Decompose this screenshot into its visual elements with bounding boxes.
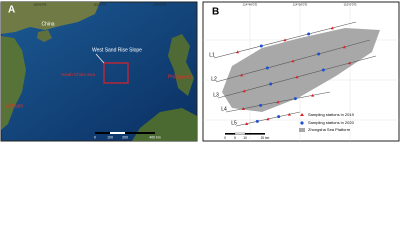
scale-label: 100 xyxy=(107,135,113,139)
place-label: Vietnam xyxy=(5,103,23,109)
transect-label: L3 xyxy=(213,92,219,98)
lon-tick-label: 120°0'0"E xyxy=(153,2,166,6)
legend-symbol xyxy=(300,113,304,116)
station-2020 xyxy=(293,97,297,101)
place-label: West Sand Rise Slope xyxy=(92,47,142,53)
legend-label: Sampling stations in 2020 xyxy=(308,120,355,125)
station-2020 xyxy=(317,52,321,56)
station-2019 xyxy=(240,73,244,77)
land-vietnam xyxy=(1,36,26,130)
scale-label: 200 xyxy=(122,135,128,139)
station-2019 xyxy=(348,61,352,65)
station-2020 xyxy=(255,119,259,123)
land-china xyxy=(1,2,100,34)
scale-label: 5 xyxy=(234,136,236,140)
panel-label: A xyxy=(8,5,15,16)
figure: A 110°0'0"E 115°0'0"E 120°0'0"E China We… xyxy=(0,1,400,142)
lon-tick-label: 115°0'0"E xyxy=(94,2,107,6)
station-2019 xyxy=(291,59,295,63)
scale-segment xyxy=(110,132,125,134)
place-label: Philippines xyxy=(168,74,193,80)
legend: Sampling stations in 2019 Sampling stati… xyxy=(299,112,355,132)
platform-area xyxy=(222,28,380,112)
station-2020 xyxy=(277,115,281,119)
place-label: China xyxy=(41,21,54,27)
station-2019 xyxy=(342,45,346,49)
legend-label: Zhongsha Sea Platform xyxy=(308,127,351,132)
station-2019 xyxy=(245,122,249,125)
scale-label: 400 km xyxy=(149,135,161,139)
transect-label: L5 xyxy=(231,120,237,126)
station-2019 xyxy=(311,93,315,97)
station-2020 xyxy=(269,82,273,86)
scale-bar: 0 100 200 400 km xyxy=(94,132,161,139)
scale-segment xyxy=(245,133,265,135)
legend-symbol xyxy=(300,121,304,125)
station-2019 xyxy=(283,38,287,42)
scale-segment xyxy=(225,133,235,135)
lon-tick-label: 114°40'0"E xyxy=(243,2,258,6)
legend-label: Sampling stations in 2019 xyxy=(308,112,355,117)
scale-segment xyxy=(95,132,110,134)
transect-label: L4 xyxy=(221,106,227,112)
station-2019 xyxy=(276,100,280,104)
station-2020 xyxy=(307,32,311,36)
scale-segment xyxy=(234,132,246,135)
station-2019 xyxy=(287,112,291,116)
scale-bar: 0 5 10 20 km xyxy=(224,132,270,140)
lon-tick-label: 115°0'0"E xyxy=(344,2,357,6)
station-2019 xyxy=(330,26,334,30)
panel-label: B xyxy=(212,7,219,18)
scale-label: 20 km xyxy=(261,136,270,140)
scale-label: 0 xyxy=(94,135,96,139)
study-area-box xyxy=(103,62,129,84)
scale-segment xyxy=(125,132,155,134)
slope-arrow xyxy=(95,53,105,64)
station-2020 xyxy=(265,66,269,70)
station-2020 xyxy=(259,44,263,48)
panel-b: B 114°40'0"E 114°50'0"E 115°0'0"E L1 L2 L3… xyxy=(202,1,400,142)
transect-label: L2 xyxy=(211,76,217,82)
station-2020 xyxy=(259,103,263,107)
scale-label: 0 xyxy=(224,136,226,140)
station-2019 xyxy=(266,117,270,121)
land-hainan xyxy=(37,30,52,42)
station-2019 xyxy=(241,107,245,110)
place-label: South China Sea xyxy=(61,72,96,77)
lon-tick-label: 114°50'0"E xyxy=(293,2,308,6)
station-2019 xyxy=(295,75,299,79)
station-2020 xyxy=(321,68,325,72)
panel-a: A 110°0'0"E 115°0'0"E 120°0'0"E China We… xyxy=(0,1,198,142)
station-2019 xyxy=(236,50,240,54)
page: A 110°0'0"E 115°0'0"E 120°0'0"E China We… xyxy=(0,1,400,142)
station-2019 xyxy=(242,89,246,93)
transect-label: L1 xyxy=(209,52,215,58)
scale-label: 10 xyxy=(243,136,247,140)
lon-tick-label: 110°0'0"E xyxy=(34,2,47,6)
legend-symbol xyxy=(299,128,305,132)
land-philippines xyxy=(168,34,194,96)
